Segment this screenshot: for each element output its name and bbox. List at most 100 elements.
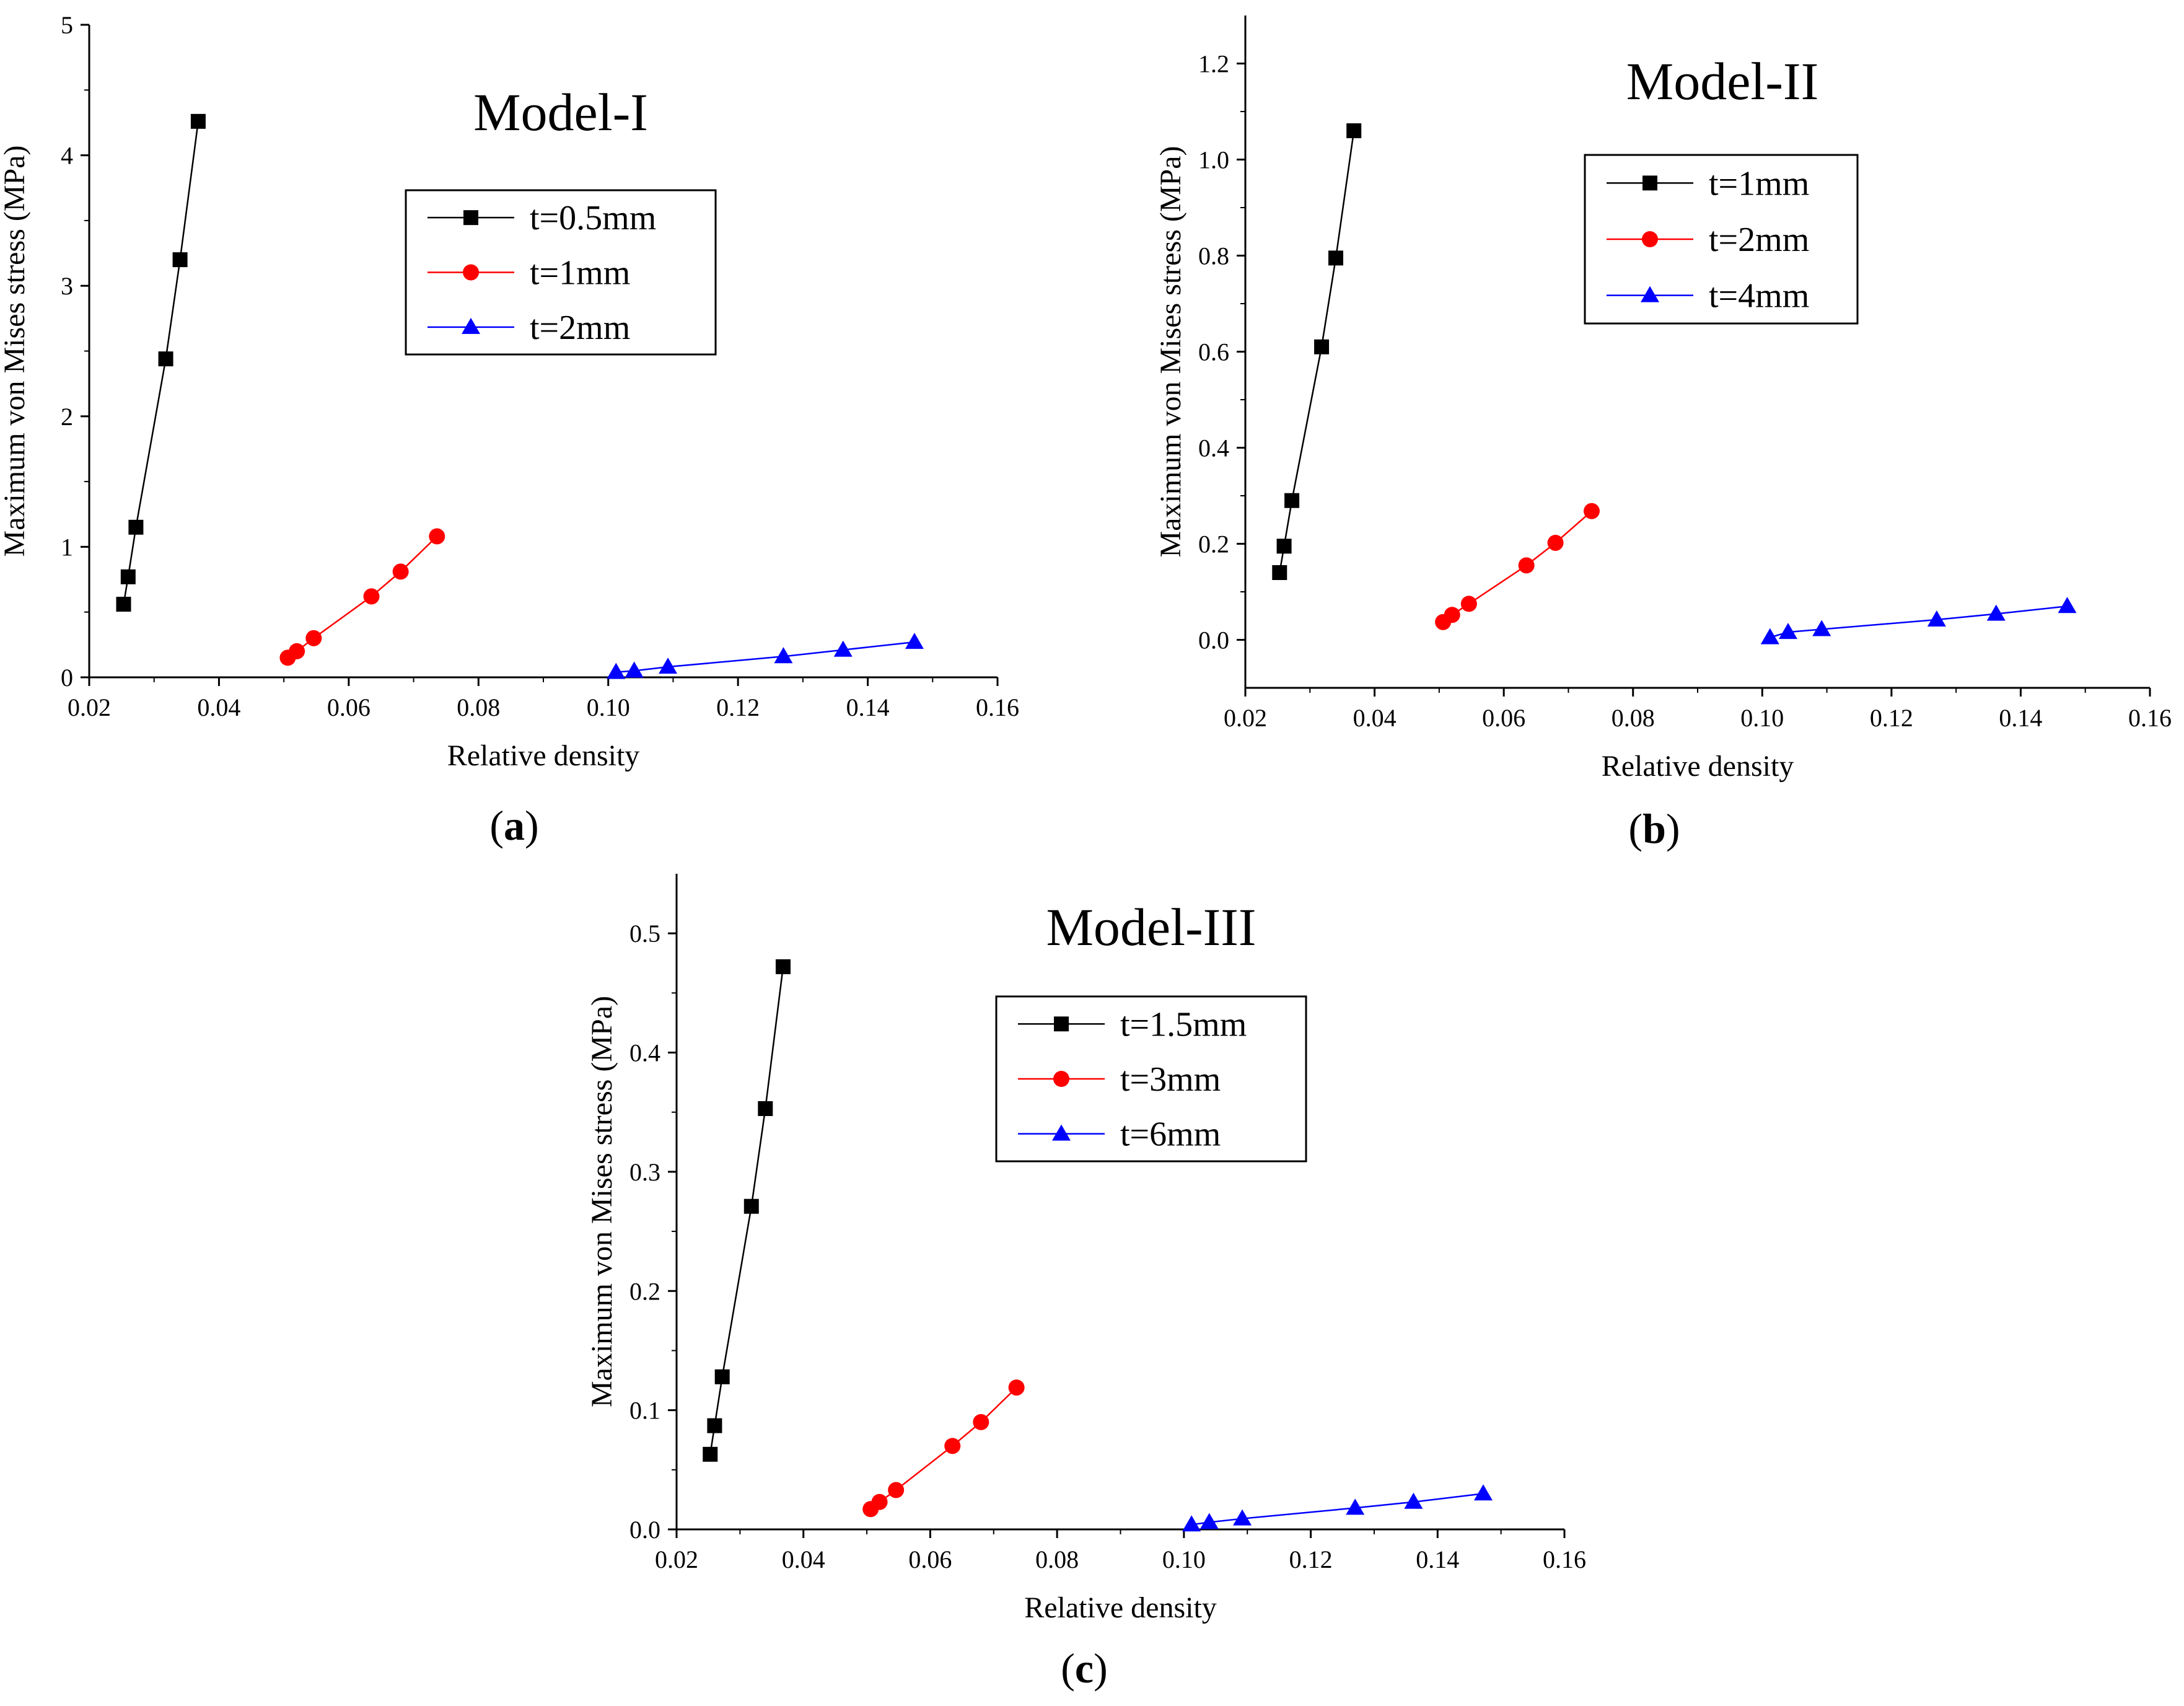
legend-label: t=1mm [530,254,630,292]
data-point [392,563,409,580]
data-point [172,252,188,268]
legend-marker [462,317,480,334]
y-tick-label: 1.0 [1198,146,1229,174]
series-t=3mm [862,1379,1025,1518]
legend: t=1.5mm t=3mm t=6mm [995,995,1307,1163]
data-point [190,113,206,129]
data-point [1284,493,1300,508]
x-tick-label: 0.08 [1612,704,1655,732]
x-tick-label: 0.06 [1482,704,1525,732]
data-point [1779,623,1797,640]
legend-label: t=1.5mm [1120,1005,1247,1044]
data-point [1272,565,1287,580]
x-tick-label: 0.06 [327,693,371,721]
chart-panel-b: 0.02 0.04 0.06 0.08 0.10 0.12 0.14 0.16 0.0 0.2 0.… [1154,15,2172,852]
x-tick-label: 0.08 [1035,1546,1079,1573]
legend-marker [1641,286,1659,302]
legend-marker [1054,1016,1069,1032]
y-tick-label: 0.0 [1198,627,1229,654]
series-t=1.5mm [703,959,791,1462]
x-tick-label: 0.16 [1543,1546,1586,1573]
data-point [1182,1515,1201,1532]
data-point [743,1198,759,1214]
legend-label: t=2mm [530,309,630,347]
x-tick-label: 0.16 [976,693,1019,721]
data-point [1008,1379,1025,1396]
data-point [625,661,644,678]
data-point [1346,1498,1365,1515]
data-point [833,640,853,657]
x-axis-label: Relative density [1602,750,1794,783]
data-point [1927,610,1946,627]
data-point [973,1414,989,1430]
x-tick-label: 0.02 [655,1546,698,1573]
chart-panel-c: 0.02 0.04 0.06 0.08 0.10 0.12 0.14 0.16 0.0 0.1 0.… [585,874,1586,1692]
data-point [775,959,791,975]
y-tick-label: 3 [61,272,73,300]
x-axis-label: Relative density [447,739,640,772]
y-axis-label: Maximum von Mises stress (MPa) [0,146,31,557]
data-point [1404,1492,1423,1509]
data-point [1518,557,1535,574]
series-line [1191,1493,1484,1526]
data-point [1328,250,1343,266]
panel-label: (b) [1628,805,1680,852]
series-t=2mm [607,633,924,679]
x-tick-label: 0.06 [908,1546,952,1573]
data-point [429,528,445,545]
x-tick-label: 0.04 [1353,704,1397,732]
data-point [1233,1509,1252,1526]
y-tick-label: 2 [61,403,73,431]
series-line [616,641,915,673]
y-tick-label: 0.6 [1198,338,1229,366]
series-t=4mm [1760,597,2077,644]
y-tick-label: 0.1 [629,1397,660,1425]
y-tick-label: 0.2 [629,1277,660,1305]
data-point [1346,123,1362,138]
legend-label: t=2mm [1709,221,1809,259]
data-point [1199,1513,1219,1529]
y-tick-label: 0.2 [1198,530,1229,558]
data-point [703,1446,718,1462]
x-tick-label: 0.04 [197,693,240,721]
series-t=2mm [1435,503,1600,630]
legend-marker [1642,175,1657,191]
y-tick-label: 1.2 [1198,50,1229,78]
legend-marker [1642,231,1658,247]
x-tick-label: 0.08 [457,693,500,721]
y-tick-label: 0.0 [629,1516,660,1544]
legend-marker [1053,1071,1069,1087]
x-tick-label: 0.10 [587,693,630,721]
data-point [607,662,626,679]
data-point [1547,534,1564,551]
y-tick-label: 1 [61,533,73,561]
x-tick-label: 0.16 [2128,704,2172,732]
x-tick-label: 0.02 [68,693,111,721]
x-tick-label: 0.12 [1870,704,1913,732]
x-tick-label: 0.12 [716,693,760,721]
data-point [289,643,305,659]
data-point [305,630,322,646]
series-t=0.5mm [116,113,206,612]
data-point [707,1418,722,1433]
data-point [888,1482,905,1498]
panel-label: (c) [1061,1645,1108,1692]
data-point [905,633,924,649]
data-point [1314,339,1330,354]
data-point [944,1438,961,1454]
chart-title: Model-I [473,82,648,142]
y-tick-label: 0 [61,664,73,692]
data-point [1760,628,1779,644]
y-tick-label: 0.5 [629,920,660,948]
data-point [363,588,380,605]
x-tick-label: 0.04 [782,1546,825,1573]
chart-title: Model-II [1626,51,1818,111]
data-point [1473,1484,1493,1501]
data-point [714,1369,730,1384]
y-tick-label: 0.8 [1198,242,1229,270]
data-point [128,519,144,535]
data-point [758,1101,773,1116]
data-point [2058,597,2077,613]
x-axis-label: Relative density [1024,1591,1217,1624]
